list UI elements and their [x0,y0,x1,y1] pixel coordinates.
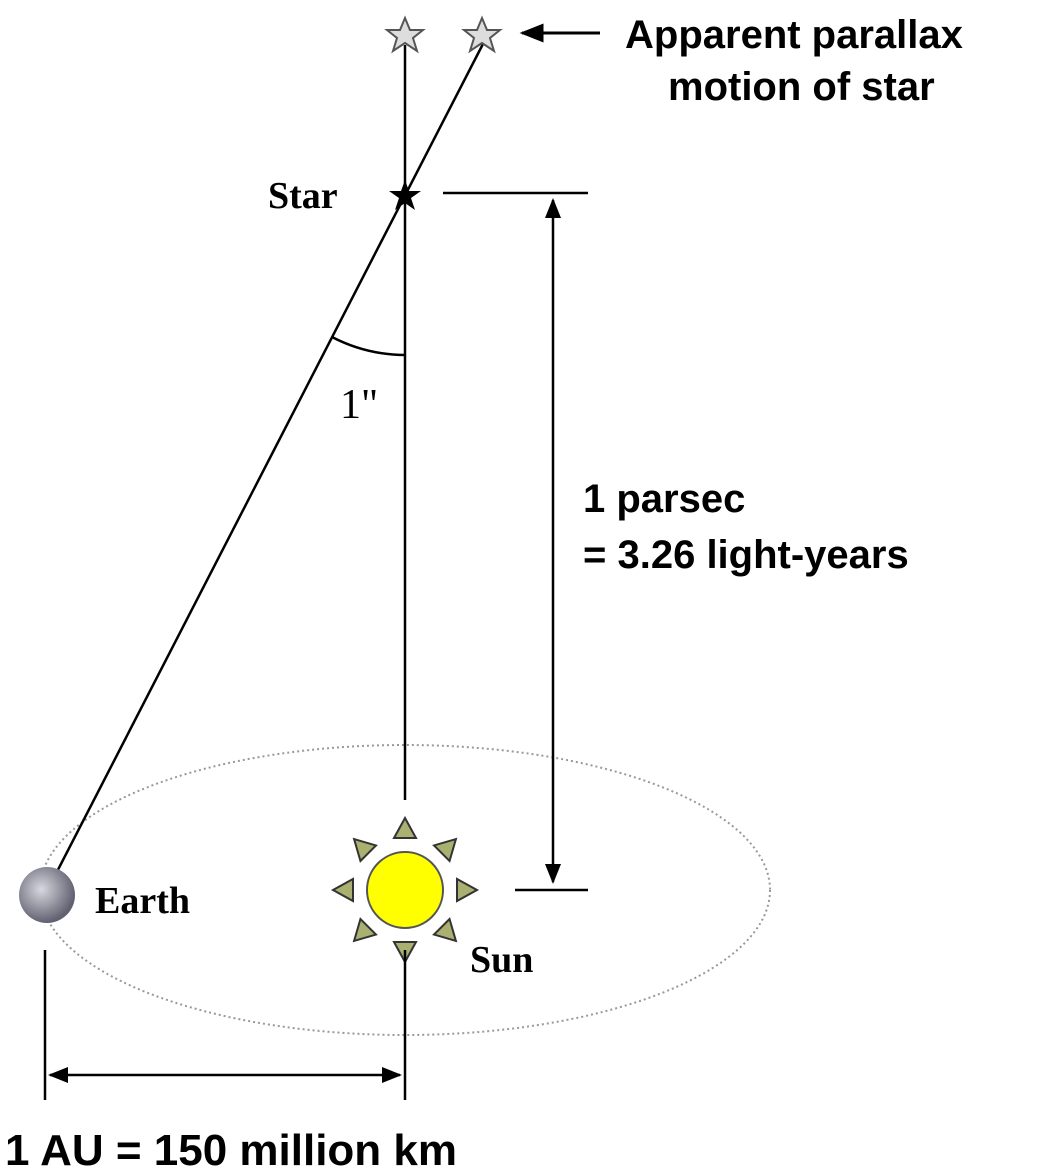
annotation-text: motion of star [668,65,935,109]
annotation-text: Apparent parallax [625,13,963,57]
au-label: 1 AU = 150 million km [5,1126,457,1174]
apparent-star [461,15,503,54]
star [389,180,421,210]
earth [19,867,75,923]
orbit [39,744,771,1036]
distance-text: = 3.26 light-years [583,533,909,577]
star-label: Star [268,175,338,217]
sun-label: Sun [470,939,533,981]
earth-star-line [43,39,487,896]
apparent-star [384,15,426,54]
earth-label: Earth [95,880,190,922]
angle-label: 1" [340,382,378,428]
angle-arc [331,335,406,357]
sun [330,815,480,965]
distance-text: 1 parsec [583,477,745,521]
